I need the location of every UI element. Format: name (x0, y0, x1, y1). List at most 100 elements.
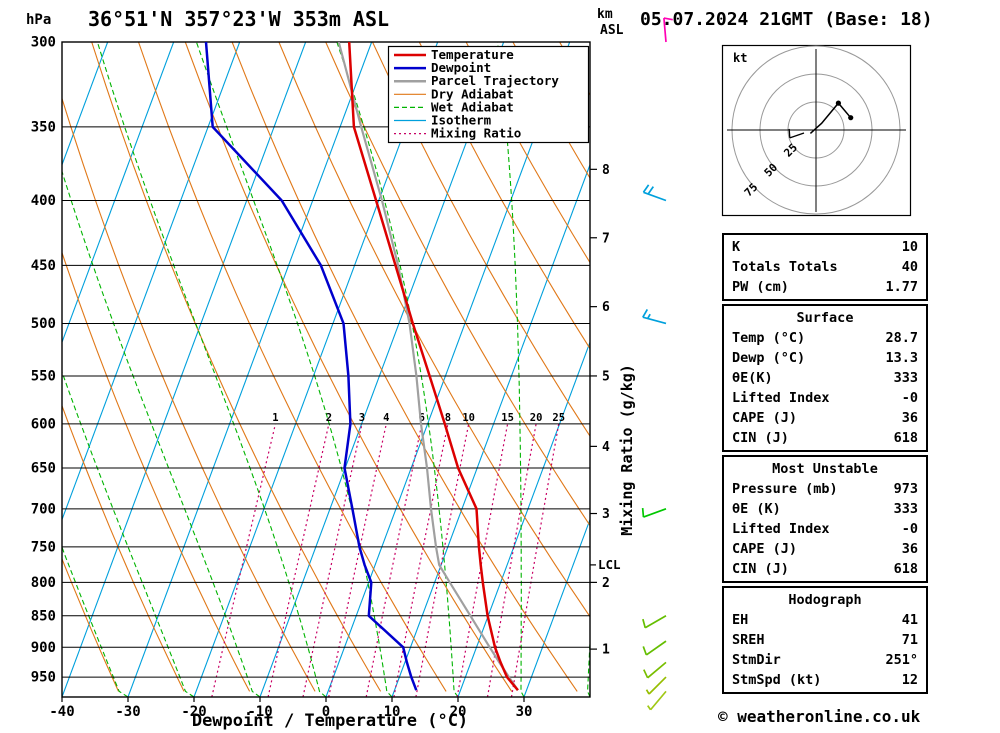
stat-value: 71 (901, 632, 918, 648)
stat-label: Totals Totals (732, 259, 838, 275)
pressure-tick-label: 850 (31, 608, 56, 624)
mixing-ratio-axis-title: Mixing Ratio (g/kg) (618, 364, 636, 536)
stat-row: EH 41 (724, 610, 926, 630)
dry-adiabat-line (0, 42, 53, 691)
stat-row: PW (cm) 1.77 (724, 277, 926, 297)
mixing-ratio-label: 6 (419, 412, 425, 424)
copyright: © weatheronline.co.uk (718, 707, 921, 726)
dry-adiabat-line (184, 42, 513, 692)
stat-value: 36 (901, 410, 918, 426)
mixing-ratio-line (415, 423, 470, 697)
mixing-ratio-line (393, 423, 449, 697)
stat-value: 10 (901, 239, 918, 255)
mixing-ratio-label: 4 (383, 412, 389, 424)
mixing-ratio-line (365, 423, 423, 697)
dry-adiabat-line (62, 404, 185, 692)
temperature-tick-label: 20 (450, 704, 467, 720)
wet-adiabat-line (195, 42, 393, 697)
stat-value: 333 (893, 501, 918, 517)
pressure-tick-label: 450 (31, 258, 56, 274)
stats-panel-surface: Surface Temp (°C) 28.7 Dewp (°C) 13.3 θE(K) 33… (722, 304, 928, 452)
stat-row: CIN (J) 618 (724, 428, 926, 448)
dry-adiabat-line (62, 251, 251, 692)
stat-value: 618 (893, 561, 918, 577)
wind-barb-staff (642, 316, 667, 325)
isotherm-line (62, 42, 175, 344)
dry-adiabat-line (278, 42, 590, 618)
temperature-tick-label: 30 (516, 704, 533, 720)
km-tick-label: 8 (602, 163, 610, 178)
mixing-ratio-label: 1 (272, 412, 278, 424)
dewpoint-curve (204, 42, 418, 691)
wind-barb-staff (789, 132, 805, 139)
asl-axis-label: ASL (600, 23, 624, 38)
temperature-curve (347, 42, 519, 691)
panel-title: Most Unstable (772, 461, 878, 477)
km-axis-unit-label: km (597, 7, 613, 22)
lcl-marker-label: LCL (598, 557, 621, 572)
temperature-tick-label: 10 (384, 704, 401, 720)
isotherm-line (325, 42, 571, 697)
mixing-ratio-line (510, 423, 560, 697)
stat-label: Dewp (°C) (732, 350, 806, 366)
stat-value: 12 (901, 672, 918, 688)
isotherm-line (193, 42, 439, 697)
wind-barb-tick (642, 646, 648, 656)
temperature-tick-label: -20 (181, 704, 206, 720)
mixing-ratio-line (328, 423, 387, 697)
pressure-tick-label: 800 (31, 575, 56, 591)
isotherm-line (457, 340, 590, 697)
stat-value: 36 (901, 541, 918, 557)
stat-row: StmDir 251° (724, 650, 926, 670)
stat-label: Temp (°C) (732, 330, 806, 346)
km-tick-label: 3 (602, 507, 610, 522)
panel-title: Surface (796, 310, 854, 326)
legend-item-label: Isotherm (431, 113, 492, 128)
dry-adiabat-line (62, 557, 120, 692)
stat-label: θE (K) (732, 501, 781, 517)
stat-label: θE(K) (732, 370, 773, 386)
isotherm-line (62, 42, 307, 697)
temperature-tick-label: -30 (115, 704, 140, 720)
hodograph-trace (809, 101, 852, 134)
stat-value: -0 (901, 521, 918, 537)
km-tick-label: 2 (602, 576, 610, 591)
axis-tick-labels: 3003504004505005506006507007508008509009… (31, 35, 610, 721)
wind-barb-staff (643, 508, 667, 518)
isotherm-line (62, 42, 241, 522)
legend-item-label: Mixing Ratio (431, 126, 521, 141)
dry-adiabat-line (91, 42, 382, 692)
wind-barb-tick (642, 309, 649, 318)
temperature-tick-label: 0 (322, 704, 330, 720)
mixing-ratio-value-labels: 1 2 3 4 6 8 10 15 20 25 (272, 412, 565, 424)
stat-label: CIN (J) (732, 561, 789, 577)
wet-adiabat-line (62, 545, 129, 697)
stat-row: θE(K) 333 (724, 368, 926, 388)
wind-barb-tick (663, 17, 673, 21)
isotherm-line (391, 163, 590, 697)
parcel-trajectory-curve (337, 42, 519, 691)
background-reference-lines (0, 42, 590, 697)
mixing-ratio-label: 15 (501, 412, 514, 424)
wind-barb-tick (641, 507, 645, 518)
stat-row: K 10 (724, 237, 926, 257)
stat-row: Temp (°C) 28.7 (724, 328, 926, 348)
mixing-ratio-label: 8 (445, 412, 451, 424)
dry-adiabat-line (418, 42, 590, 350)
stat-label: CAPE (J) (732, 410, 798, 426)
x-axis-title: Dewpoint / Temperature (°C) (192, 711, 468, 731)
stat-label: StmSpd (kt) (732, 672, 822, 688)
wind-barb-tick (645, 689, 650, 695)
stat-label: CAPE (J) (732, 541, 798, 557)
pressure-tick-label: 350 (31, 119, 56, 135)
wind-barb-tick (643, 669, 649, 679)
stat-value: 40 (901, 259, 918, 275)
stat-value: -0 (901, 390, 918, 406)
temperature-tick-label: -40 (49, 704, 74, 720)
stat-row: Lifted Index -0 (724, 519, 926, 539)
legend-item-label: Temperature (431, 47, 514, 62)
pressure-tick-label: 750 (31, 539, 56, 555)
